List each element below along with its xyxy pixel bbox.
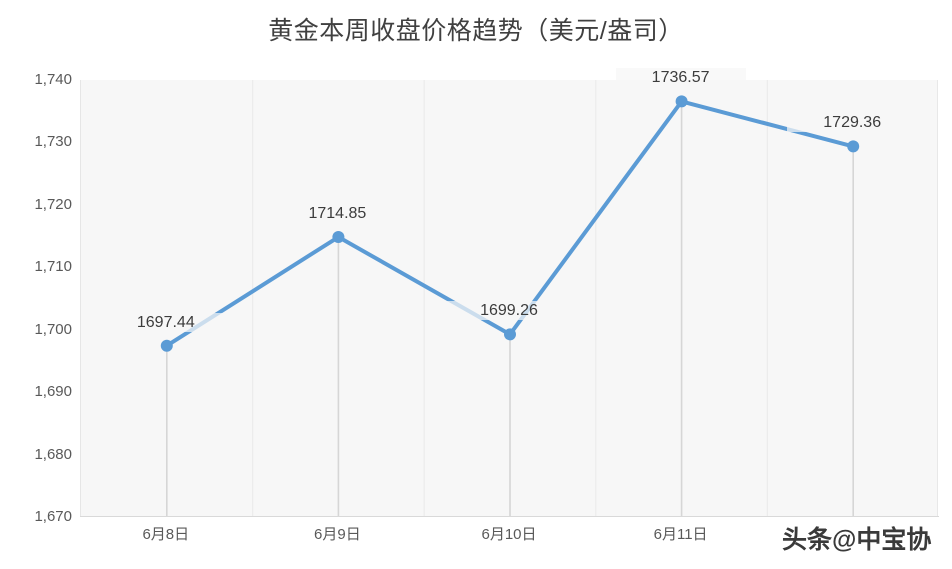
y-axis-tick-label: 1,720: [34, 195, 72, 213]
x-axis-tick-label: 6月10日: [481, 526, 537, 543]
x-axis-tick-label: 6月11日: [653, 526, 708, 543]
y-axis: 1,740 1,730 1,720 1,710 1,700 1,690 1,680 1,670: [0, 0, 72, 569]
y-axis-tick-label: 1,680: [34, 445, 72, 463]
x-axis-tick-label: 6月8日: [142, 526, 190, 543]
data-point-label: 1729.36: [787, 113, 918, 133]
data-point-label: 1736.57: [615, 68, 746, 88]
y-axis-tick-label: 1,730: [34, 133, 72, 151]
watermark: 头条@中宝协: [782, 526, 932, 554]
y-axis-tick-label: 1,710: [34, 258, 72, 276]
data-point-label: 1714.85: [272, 204, 403, 223]
data-point-marker[interactable]: [504, 328, 516, 341]
data-point-label: 1699.26: [444, 301, 574, 321]
y-axis-tick-label: 1,700: [34, 320, 72, 338]
y-axis-tick-label: 1,690: [34, 383, 72, 401]
data-point-marker[interactable]: [160, 339, 173, 352]
data-point-marker[interactable]: [675, 95, 688, 108]
x-axis-line: [80, 516, 939, 517]
x-axis-tick-label: 6月9日: [314, 526, 361, 543]
chart-title: 黄金本周收盘价格趋势（美元/盎司）: [268, 17, 684, 45]
x-axis: 6月8日 6月9日 6月10日 6月11日: [80, 525, 938, 555]
plot-svg: [160, 80, 860, 517]
data-point-marker[interactable]: [332, 231, 345, 244]
y-axis-tick-label: 1,740: [34, 71, 72, 88]
y-axis-tick-label: 1,670: [34, 508, 72, 525]
data-point-label: 1697.44: [100, 312, 231, 332]
plot-area: [80, 80, 938, 517]
data-point-marker[interactable]: [847, 140, 860, 153]
